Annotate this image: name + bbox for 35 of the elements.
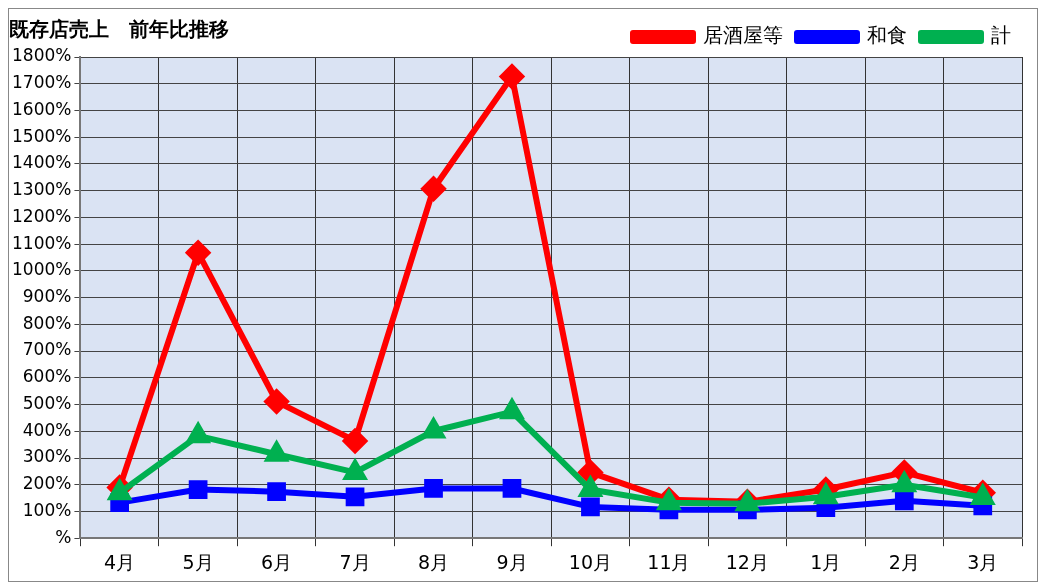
y-tick-label: 1700% <box>12 72 72 93</box>
x-tick-label: 12月 <box>725 550 769 573</box>
y-tick-label: 1200% <box>12 205 72 226</box>
chart-title: 既存店売上 前年比推移 <box>9 17 229 42</box>
y-tick-label: 200% <box>22 473 72 494</box>
x-tick-label: 4月 <box>104 550 136 573</box>
legend-label: 和食 <box>867 23 907 48</box>
y-tick-label: 400% <box>22 419 72 440</box>
x-tick-label: 8月 <box>417 550 450 573</box>
y-tick-label: % <box>55 526 72 547</box>
y-tick-label: 700% <box>22 339 72 360</box>
legend-label: 計 <box>991 23 1011 48</box>
x-tick-label: 10月 <box>568 550 613 573</box>
y-tick-label: 500% <box>22 392 72 413</box>
y-tick-label: 900% <box>22 286 72 307</box>
x-tick-label: 9月 <box>496 550 528 573</box>
x-tick-label: 6月 <box>261 550 293 573</box>
x-tick-label: 11月 <box>647 550 691 573</box>
x-tick-label: 2月 <box>888 550 920 573</box>
y-tick-label: 800% <box>22 312 72 333</box>
x-tick-label: 3月 <box>967 550 999 573</box>
y-tick-label: 1100% <box>12 232 72 253</box>
y-tick-label: 300% <box>22 446 72 467</box>
x-tick-label: 5月 <box>182 550 214 573</box>
y-tick-label: 1400% <box>12 152 72 173</box>
y-tick-label: 1800% <box>12 45 72 66</box>
y-tick-label: 100% <box>22 499 72 520</box>
y-tick-label: 1000% <box>12 259 72 280</box>
y-tick-label: 1300% <box>12 179 72 200</box>
legend-label: 居酒屋等 <box>703 23 783 48</box>
x-tick-label: 1月 <box>810 550 842 573</box>
y-tick-label: 1500% <box>12 125 72 146</box>
y-tick-label: 1600% <box>12 98 72 119</box>
y-tick-label: 600% <box>22 366 72 387</box>
x-tick-label: 7月 <box>339 550 371 573</box>
